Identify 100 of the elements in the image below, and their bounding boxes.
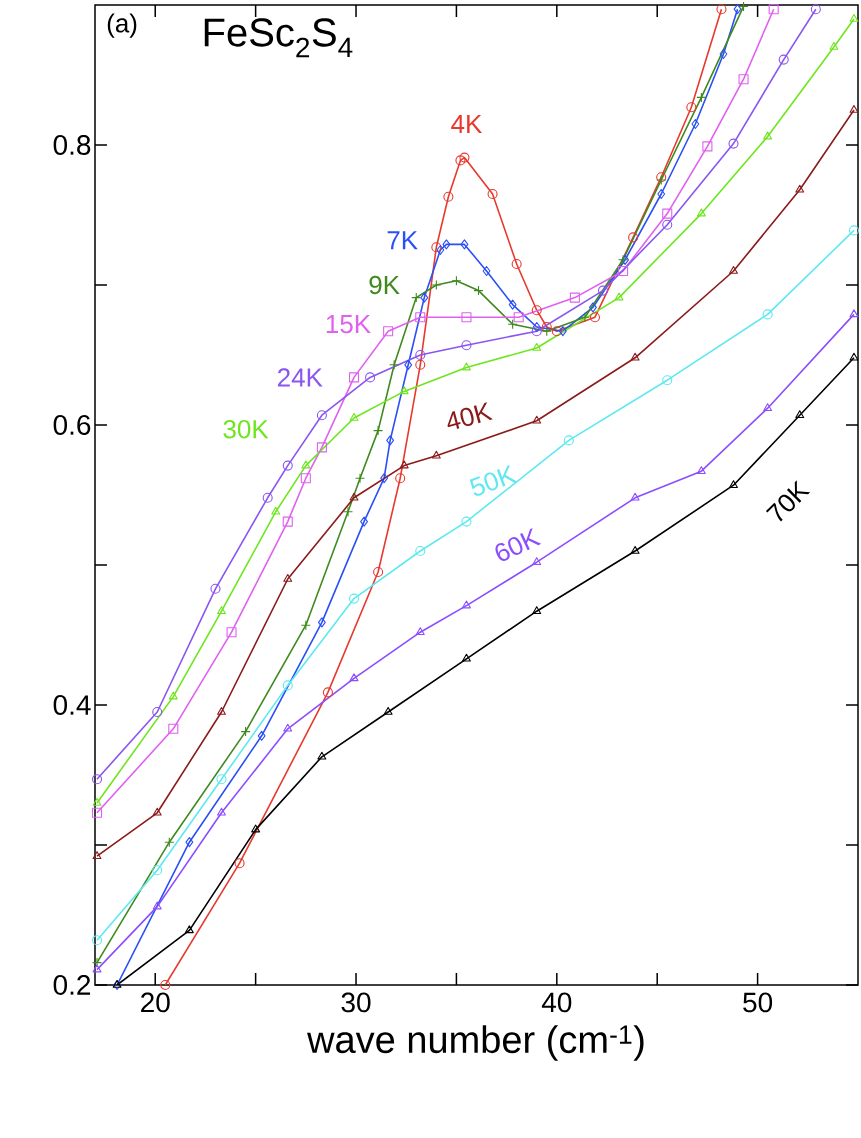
point (443, 191, 454, 202)
series-label: 24K (277, 368, 323, 387)
point (160, 979, 171, 991)
point (92, 851, 102, 859)
point (152, 901, 162, 910)
point (729, 480, 738, 488)
point (630, 545, 640, 554)
point (442, 239, 451, 250)
text: 40K (447, 402, 493, 429)
point (532, 321, 541, 333)
series-label: 30K (223, 419, 269, 439)
point (768, 4, 779, 15)
chart-title: FeSc$_{2}$S$_{4}$ (204, 18, 353, 58)
point (152, 807, 162, 816)
point (251, 824, 261, 833)
point (217, 606, 226, 614)
point (185, 837, 194, 848)
point (778, 54, 789, 65)
point (696, 466, 706, 474)
point (686, 102, 697, 113)
point (92, 964, 102, 973)
point (415, 627, 425, 635)
point (386, 435, 395, 446)
point (762, 309, 773, 320)
point (461, 516, 472, 527)
point (459, 152, 470, 163)
point (365, 372, 376, 383)
point (415, 349, 426, 361)
point (662, 208, 673, 219)
point (322, 687, 333, 698)
point (541, 326, 552, 337)
point (738, 74, 749, 85)
point (152, 706, 163, 718)
point (257, 730, 266, 741)
point (349, 492, 359, 501)
point (511, 258, 522, 270)
point (569, 292, 580, 303)
point (91, 807, 103, 818)
point (507, 319, 518, 330)
y-tick-label: 0.4 (53, 695, 91, 715)
x-axis-title: wave number (cm$^{-1}$) (307, 1025, 644, 1061)
point (404, 359, 413, 370)
annotation: (a) (107, 13, 137, 38)
point (795, 410, 805, 418)
point (589, 302, 597, 313)
point (810, 4, 821, 15)
point (696, 208, 706, 217)
point (300, 473, 311, 484)
point (168, 723, 179, 734)
point (455, 155, 466, 166)
point (380, 473, 389, 484)
point (389, 359, 400, 370)
point (184, 925, 194, 934)
series-label: 9K (369, 275, 400, 295)
point (271, 506, 281, 515)
text: 70K (765, 480, 811, 522)
point (317, 617, 326, 628)
point (849, 309, 859, 318)
series-label: 7K (387, 231, 418, 250)
point (282, 516, 293, 527)
point (563, 435, 574, 446)
point (719, 48, 728, 60)
point (849, 104, 859, 113)
text: 50K (469, 465, 518, 496)
point (482, 265, 491, 277)
point (316, 442, 327, 453)
point (91, 935, 103, 946)
point (763, 131, 773, 140)
point (532, 606, 542, 614)
point (451, 275, 462, 286)
point (216, 774, 227, 785)
point (630, 492, 640, 501)
point (532, 342, 542, 351)
point (399, 460, 409, 469)
point (431, 242, 442, 253)
point (373, 566, 384, 578)
point (795, 184, 805, 193)
point (531, 326, 542, 337)
point (462, 362, 471, 371)
point (395, 473, 406, 484)
x-tick-label: 40 (541, 992, 572, 1013)
point (360, 516, 368, 527)
point (92, 797, 102, 806)
point (282, 460, 293, 471)
point (733, 4, 742, 15)
point (226, 627, 237, 638)
point (348, 593, 360, 604)
point (217, 706, 226, 715)
point (462, 653, 471, 662)
text: 60K (495, 528, 542, 561)
point (234, 858, 245, 869)
point (342, 506, 354, 517)
point (728, 138, 739, 149)
x-tick-label: 30 (341, 992, 371, 1013)
point (301, 460, 311, 469)
point (657, 188, 666, 200)
point (589, 312, 601, 323)
point (614, 292, 624, 301)
point (597, 285, 609, 296)
point (630, 352, 640, 361)
